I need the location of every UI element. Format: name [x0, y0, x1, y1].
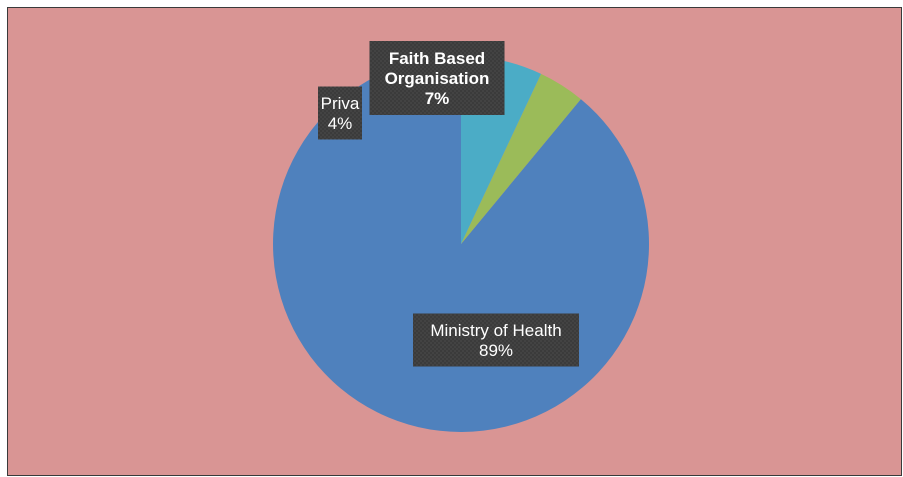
data-label-percent: 4% — [328, 114, 353, 133]
data-label-name: Ministry of Health — [430, 321, 561, 340]
data-label-name: Faith Based — [389, 49, 485, 68]
data-label-percent: 7% — [425, 89, 450, 108]
data-label-name: Priva — [321, 94, 360, 113]
chart-area: Ministry of Health 89% Priva 4% Faith Based O… — [7, 7, 902, 476]
data-label-box — [413, 313, 579, 367]
data-label-percent: 89% — [479, 341, 513, 360]
data-label-box — [318, 86, 362, 140]
pie-slice-private — [461, 73, 581, 244]
data-label-name: Organisation — [385, 69, 490, 88]
data-label-box — [369, 41, 505, 115]
